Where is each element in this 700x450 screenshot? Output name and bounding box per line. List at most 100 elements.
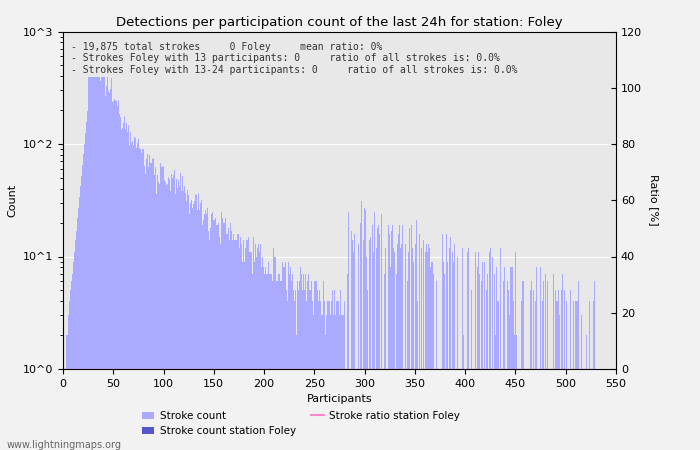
Bar [513, 301, 514, 450]
Title: Detections per participation count of the last 24h for station: Foley: Detections per participation count of th… [116, 16, 563, 29]
Bar [440, 369, 442, 450]
Bar [306, 301, 307, 450]
Bar [151, 163, 152, 450]
Bar [364, 208, 365, 450]
Bar [379, 234, 380, 450]
Bar [318, 301, 319, 450]
Bar [412, 248, 414, 450]
Bar [221, 212, 223, 450]
Bar [465, 369, 466, 450]
Bar [184, 186, 186, 450]
Bar [566, 301, 567, 450]
Bar [127, 132, 128, 450]
Bar [314, 281, 315, 450]
Bar [239, 248, 241, 450]
Bar [154, 175, 155, 450]
Bar [484, 261, 485, 450]
Bar [138, 140, 139, 450]
Bar [82, 165, 83, 450]
Bar [162, 167, 163, 450]
Bar [505, 369, 506, 450]
Bar [380, 369, 382, 450]
Bar [544, 369, 545, 450]
Bar [402, 225, 403, 450]
Bar [453, 261, 454, 450]
Bar [166, 185, 167, 450]
Bar [362, 369, 363, 450]
Bar [372, 225, 373, 450]
Bar [395, 369, 396, 450]
Bar [491, 369, 492, 450]
Bar [506, 369, 507, 450]
Bar [536, 267, 537, 450]
Bar [152, 159, 153, 450]
Bar [99, 81, 101, 450]
Text: - 19,875 total strokes     0 Foley     mean ratio: 0%
- Strokes Foley with 13 pa: - 19,875 total strokes 0 Foley mean rati… [71, 42, 518, 75]
Bar [132, 141, 133, 450]
Bar [205, 210, 206, 450]
Bar [503, 281, 504, 450]
Bar [343, 315, 344, 450]
Bar [297, 281, 298, 450]
Legend: Stroke count, Stroke count station Foley, Stroke ratio station Foley: Stroke count, Stroke count station Foley… [138, 407, 464, 440]
Bar [327, 301, 328, 450]
Bar [177, 188, 178, 450]
Bar [486, 274, 488, 450]
Bar [449, 237, 451, 450]
Bar [159, 184, 160, 450]
Bar [527, 369, 528, 450]
Bar [69, 290, 71, 450]
Bar [479, 274, 480, 450]
Bar [576, 301, 578, 450]
Bar [158, 182, 159, 450]
Bar [430, 267, 431, 450]
Bar [269, 274, 270, 450]
Bar [183, 191, 184, 450]
Bar [482, 261, 483, 450]
Bar [262, 267, 264, 450]
Bar [118, 100, 119, 450]
Bar [374, 212, 375, 450]
Bar [167, 184, 168, 450]
Bar [469, 369, 470, 450]
Bar [87, 111, 88, 450]
Bar [315, 281, 316, 450]
Bar [360, 223, 361, 450]
Bar [189, 214, 190, 450]
Text: www.lightningmaps.org: www.lightningmaps.org [7, 440, 122, 450]
Bar [557, 301, 558, 450]
Bar [370, 237, 371, 450]
Bar [76, 218, 78, 450]
Bar [442, 261, 444, 450]
Bar [172, 178, 173, 450]
Bar [309, 290, 310, 450]
Bar [384, 274, 385, 450]
Bar [256, 248, 258, 450]
Bar [502, 369, 503, 450]
Bar [130, 132, 131, 450]
Bar [483, 369, 484, 450]
Bar [394, 252, 395, 450]
Bar [463, 369, 465, 450]
Bar [212, 212, 214, 450]
Bar [355, 369, 356, 450]
Bar [210, 228, 211, 450]
Bar [437, 369, 438, 450]
Bar [169, 179, 170, 450]
Bar [405, 244, 407, 450]
Bar [320, 301, 321, 450]
Bar [228, 228, 230, 450]
Bar [66, 335, 67, 450]
Bar [594, 281, 596, 450]
Bar [106, 77, 108, 450]
Bar [91, 58, 92, 450]
Bar [560, 369, 561, 450]
Bar [233, 234, 235, 450]
Bar [523, 281, 524, 450]
Bar [202, 225, 203, 450]
Bar [111, 78, 112, 450]
Bar [134, 137, 135, 450]
Y-axis label: Count: Count [7, 184, 18, 217]
X-axis label: Participants: Participants [307, 394, 372, 404]
Bar [426, 244, 428, 450]
